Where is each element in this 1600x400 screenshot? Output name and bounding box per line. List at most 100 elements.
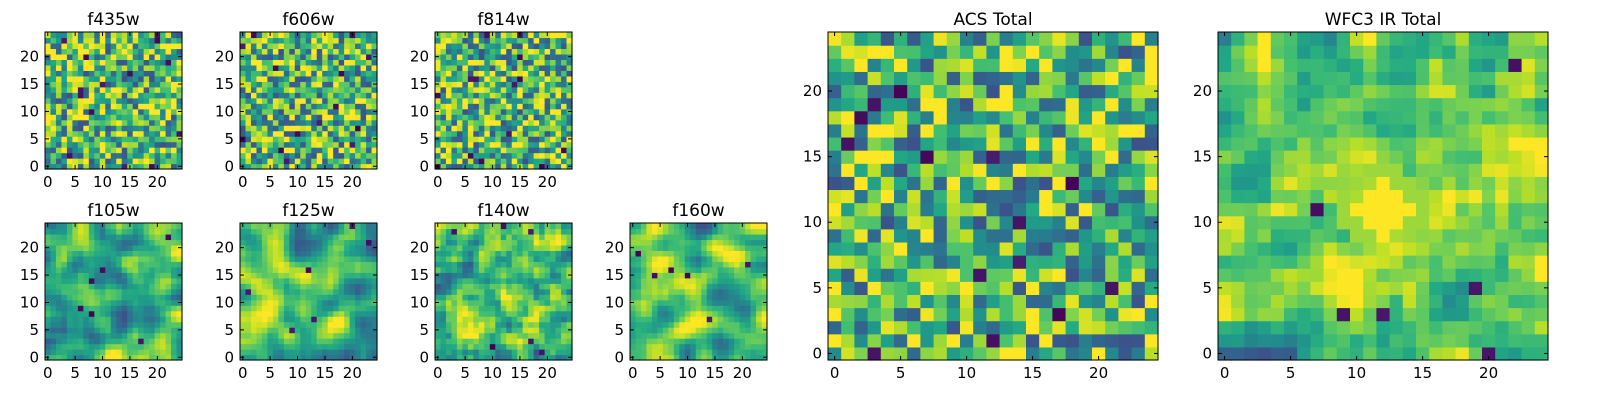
heatmap-cell [127,48,134,55]
heatmap-cell [55,114,63,121]
heatmap-cell [561,321,568,328]
heatmap-cell [756,228,763,235]
heatmap-cell [894,320,908,335]
heatmap-cell [127,53,134,60]
heatmap-cell [522,81,529,88]
heatmap-cell [695,239,702,246]
heatmap-cell [495,152,502,159]
heatmap-cell [640,343,648,350]
heatmap-cell [566,92,573,99]
heatmap-cell [176,125,183,132]
heatmap-cell [294,343,301,350]
heatmap-cell [94,327,101,334]
heatmap-cell [121,233,128,241]
heatmap-cell [366,32,373,39]
heatmap-cell [467,136,474,143]
heatmap-cell [728,233,735,241]
heatmap-cell [728,294,735,301]
heatmap-cell [338,92,345,99]
heatmap-cell [176,103,183,110]
heatmap-cell [489,70,496,77]
heatmap-cell [333,343,340,350]
x-tick-label: 10 [93,173,112,191]
heatmap-cell [132,136,139,143]
heatmap-cell [143,327,150,334]
heatmap-cell [946,346,961,361]
heatmap-cell [366,244,373,251]
heatmap-cell [272,316,279,323]
heatmap-cell [256,255,263,262]
heatmap-cell [462,70,469,77]
heatmap-cell [322,75,329,82]
heatmap-cell [555,103,562,110]
heatmap-cell [160,288,167,295]
heatmap-cell [933,189,948,204]
heatmap-cell [360,228,367,235]
heatmap-cell [533,42,540,50]
heatmap-cell [261,70,268,77]
heatmap-cell [920,268,935,282]
heatmap-cell [94,97,101,104]
heatmap-cell [160,130,167,137]
heatmap-cell [445,32,453,39]
heatmap-cell [240,321,247,328]
heatmap-cell [467,59,474,66]
heatmap-cell [121,92,128,99]
heatmap-cell [1052,202,1067,217]
heatmap-cell [333,250,340,257]
heatmap-cell [506,141,513,148]
heatmap-cell [723,228,730,235]
heatmap-cell [311,288,318,295]
heatmap-cell [256,261,263,268]
heatmap-cell [110,152,117,159]
heatmap-cell [668,354,675,361]
heatmap-cell [283,130,290,137]
heatmap-cell [1012,268,1027,282]
heatmap-cell [83,125,90,132]
heatmap-cell [440,42,447,50]
heatmap-cell [360,338,367,345]
heatmap-cell [522,37,529,44]
heatmap-cell [240,233,247,241]
heatmap-cell [706,233,713,241]
heatmap-cell [1092,281,1106,295]
heatmap-cell [506,92,513,99]
heatmap-cell [750,327,757,334]
heatmap-cell [555,299,562,306]
heatmap-cell [511,53,518,60]
heatmap-cell [300,266,307,273]
heatmap-cell [261,288,268,295]
heatmap-cell [371,119,378,126]
heatmap-cell [445,332,453,339]
heatmap-cell [517,310,524,317]
heatmap-cell [272,136,279,143]
heatmap-cell [355,75,362,82]
heatmap-cell [105,349,112,356]
heatmap-cell [154,233,161,241]
heatmap-cell [371,233,378,241]
heatmap-cell [539,158,546,165]
heatmap-cell [1092,163,1106,177]
heatmap-cell [245,321,252,328]
heatmap-cell [305,233,312,241]
heatmap-cell [1092,202,1106,217]
heatmap-cell [673,327,680,334]
heatmap-cell [289,125,296,132]
heatmap-cell [333,255,340,262]
heatmap-cell [894,281,908,295]
heatmap-cell [55,75,63,82]
heatmap-cell [366,343,373,350]
heatmap-cell [77,59,84,66]
heatmap-cell [973,346,987,361]
heatmap-cell [445,272,453,279]
heatmap-cell [684,288,691,295]
heatmap-cell [267,277,274,284]
heatmap-cell [662,343,669,350]
heatmap-cell [283,81,290,88]
heatmap-cell [1052,281,1067,295]
heatmap-cell [116,354,123,361]
heatmap-cell [121,125,128,132]
heatmap-cell [907,281,921,295]
heatmap-cell [506,70,513,77]
